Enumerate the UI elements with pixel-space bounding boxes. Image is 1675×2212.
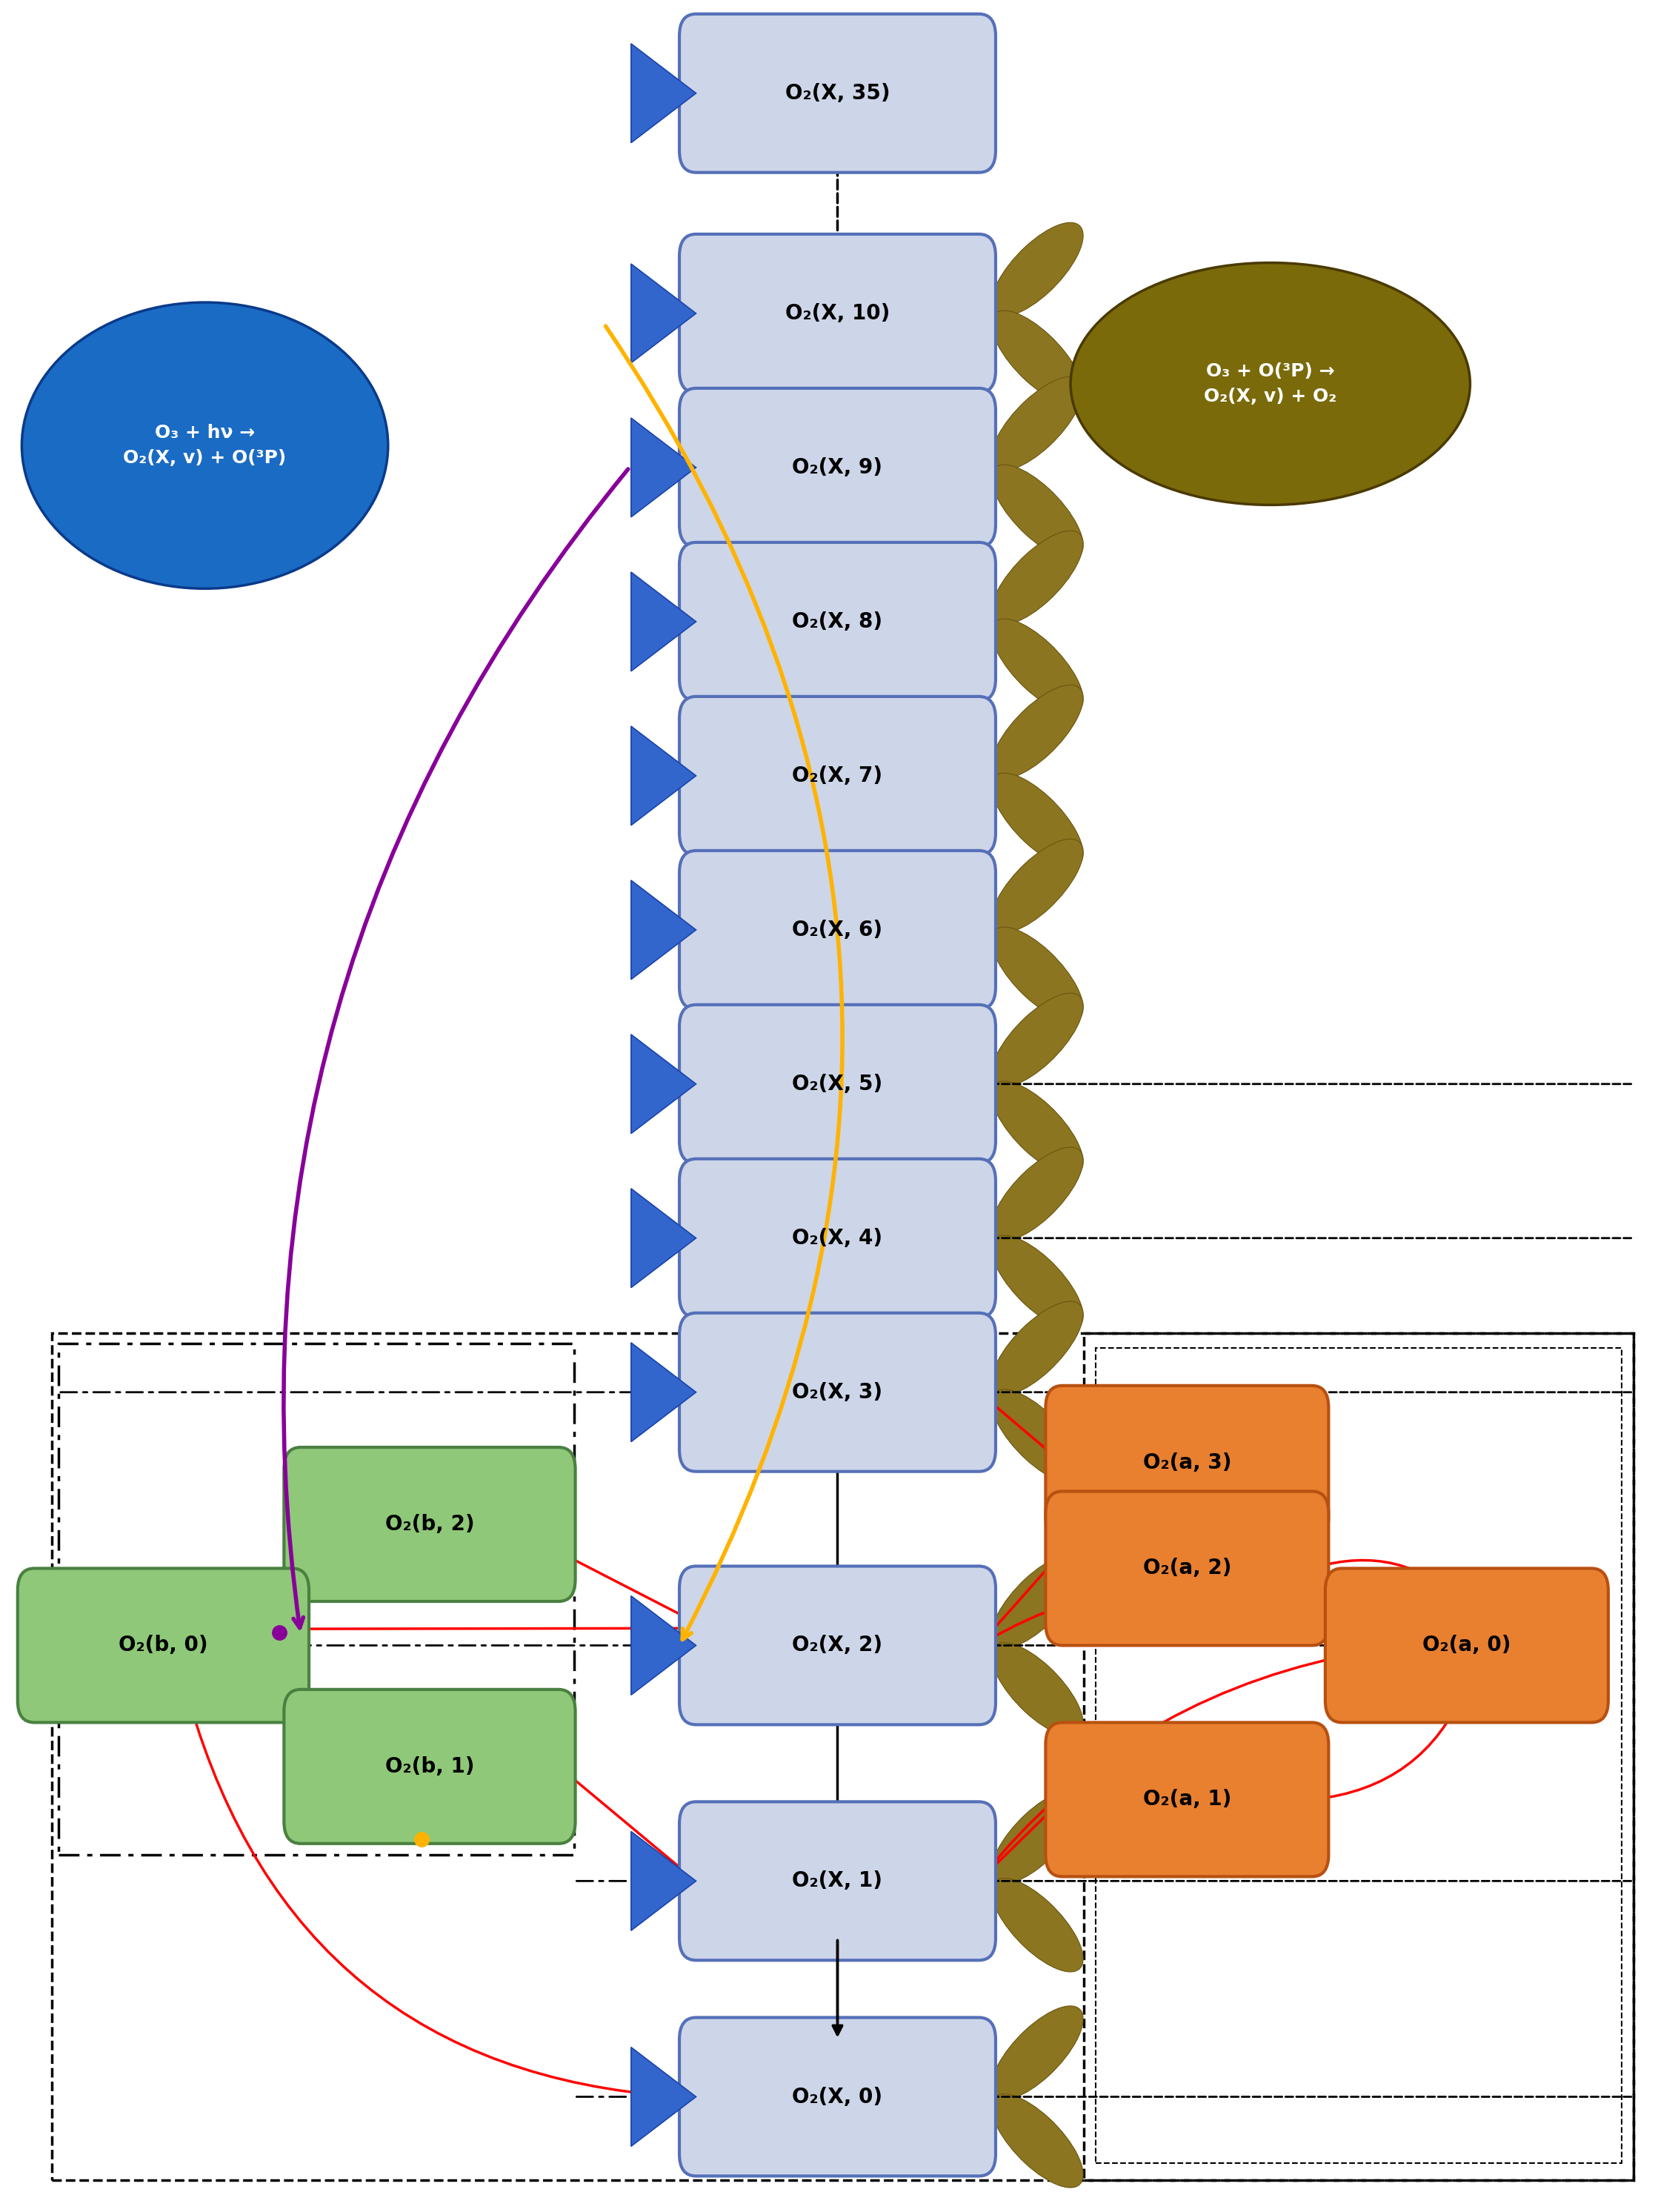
Text: O₂(X, 0): O₂(X, 0): [792, 2086, 883, 2108]
Polygon shape: [631, 1035, 697, 1133]
Text: O₂(X, 5): O₂(X, 5): [792, 1073, 883, 1095]
Text: O₂(X, 9): O₂(X, 9): [792, 458, 883, 478]
FancyBboxPatch shape: [680, 1314, 995, 1471]
Text: O₂(X, 7): O₂(X, 7): [792, 765, 883, 785]
Ellipse shape: [992, 1790, 1084, 1885]
FancyBboxPatch shape: [680, 542, 995, 701]
Ellipse shape: [1070, 263, 1471, 504]
Polygon shape: [631, 1343, 697, 1442]
Text: O₂(a, 0): O₂(a, 0): [1422, 1635, 1511, 1657]
FancyBboxPatch shape: [680, 1004, 995, 1164]
Polygon shape: [631, 418, 697, 518]
Text: O₂(b, 0): O₂(b, 0): [119, 1635, 208, 1657]
Polygon shape: [631, 880, 697, 980]
Ellipse shape: [992, 531, 1084, 624]
FancyBboxPatch shape: [1325, 1568, 1608, 1723]
Ellipse shape: [992, 686, 1084, 779]
Polygon shape: [631, 44, 697, 144]
Text: O₃ + O(³P) →
O₂(X, v) + O₂: O₃ + O(³P) → O₂(X, v) + O₂: [1204, 363, 1337, 405]
FancyBboxPatch shape: [680, 697, 995, 856]
FancyBboxPatch shape: [680, 2017, 995, 2177]
Ellipse shape: [992, 310, 1084, 405]
Ellipse shape: [992, 619, 1084, 712]
Polygon shape: [631, 1595, 697, 1694]
FancyBboxPatch shape: [680, 1566, 995, 1725]
FancyBboxPatch shape: [1045, 1491, 1328, 1646]
FancyBboxPatch shape: [1045, 1723, 1328, 1876]
Ellipse shape: [992, 2006, 1084, 2099]
FancyBboxPatch shape: [680, 1803, 995, 1960]
Text: O₂(X, 8): O₂(X, 8): [792, 611, 883, 633]
Ellipse shape: [992, 1301, 1084, 1396]
Text: O₂(X, 3): O₂(X, 3): [792, 1382, 883, 1402]
Text: O₂(b, 1): O₂(b, 1): [385, 1756, 474, 1776]
Polygon shape: [631, 263, 697, 363]
FancyBboxPatch shape: [680, 389, 995, 546]
Text: O₂(b, 2): O₂(b, 2): [385, 1513, 474, 1535]
FancyBboxPatch shape: [1045, 1385, 1328, 1540]
Ellipse shape: [22, 303, 389, 588]
Text: O₂(X, 35): O₂(X, 35): [786, 82, 889, 104]
Ellipse shape: [992, 772, 1084, 867]
Text: O₂(a, 1): O₂(a, 1): [1142, 1790, 1231, 1809]
FancyBboxPatch shape: [680, 234, 995, 394]
Bar: [59, 1343, 575, 1854]
Text: O₂(X, 6): O₂(X, 6): [792, 920, 883, 940]
Ellipse shape: [992, 838, 1084, 933]
Text: O₂(X, 2): O₂(X, 2): [792, 1635, 883, 1657]
Text: O₂(X, 1): O₂(X, 1): [792, 1871, 883, 1891]
Ellipse shape: [992, 223, 1084, 316]
Text: O₂(X, 10): O₂(X, 10): [786, 303, 889, 323]
Polygon shape: [631, 1188, 697, 1287]
Ellipse shape: [992, 1389, 1084, 1482]
Ellipse shape: [992, 1644, 1084, 1736]
Bar: [1084, 1334, 1633, 2181]
Ellipse shape: [992, 1148, 1084, 1241]
Ellipse shape: [992, 927, 1084, 1020]
FancyBboxPatch shape: [680, 852, 995, 1009]
Ellipse shape: [992, 1082, 1084, 1175]
Ellipse shape: [992, 1878, 1084, 1971]
Text: O₂(a, 2): O₂(a, 2): [1142, 1557, 1231, 1579]
Bar: [52, 1334, 1633, 2181]
FancyBboxPatch shape: [680, 13, 995, 173]
Ellipse shape: [992, 465, 1084, 557]
Ellipse shape: [992, 1555, 1084, 1648]
Text: O₂(X, 4): O₂(X, 4): [792, 1228, 883, 1248]
Polygon shape: [631, 573, 697, 670]
FancyBboxPatch shape: [18, 1568, 308, 1723]
Ellipse shape: [992, 376, 1084, 471]
Polygon shape: [631, 1832, 697, 1931]
Bar: [1095, 1347, 1621, 2163]
Ellipse shape: [992, 993, 1084, 1086]
FancyBboxPatch shape: [285, 1447, 575, 1601]
Text: O₃ + hν →
O₂(X, v) + O(³P): O₃ + hν → O₂(X, v) + O(³P): [124, 425, 286, 467]
Text: O₂(a, 3): O₂(a, 3): [1142, 1453, 1231, 1473]
FancyBboxPatch shape: [680, 1159, 995, 1318]
Polygon shape: [631, 2048, 697, 2146]
Polygon shape: [631, 726, 697, 825]
Ellipse shape: [992, 2095, 1084, 2188]
Ellipse shape: [992, 1234, 1084, 1329]
FancyBboxPatch shape: [285, 1690, 575, 1843]
